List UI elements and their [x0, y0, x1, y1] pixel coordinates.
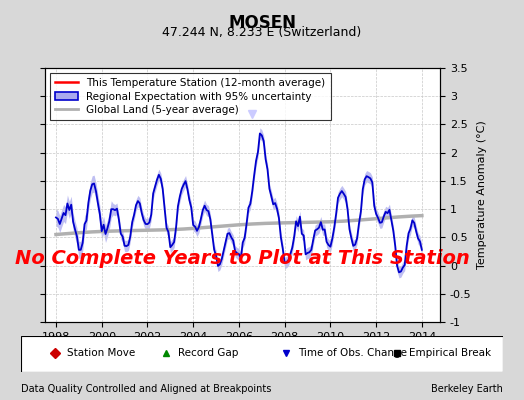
FancyBboxPatch shape: [21, 336, 503, 372]
Text: No Complete Years to Plot at This Station: No Complete Years to Plot at This Statio…: [15, 249, 470, 268]
Text: Station Move: Station Move: [67, 348, 135, 358]
Text: 47.244 N, 8.233 E (Switzerland): 47.244 N, 8.233 E (Switzerland): [162, 26, 362, 39]
Text: MOSEN: MOSEN: [228, 14, 296, 32]
Text: Empirical Break: Empirical Break: [409, 348, 491, 358]
Text: Data Quality Controlled and Aligned at Breakpoints: Data Quality Controlled and Aligned at B…: [21, 384, 271, 394]
Text: Time of Obs. Change: Time of Obs. Change: [298, 348, 407, 358]
Text: Berkeley Earth: Berkeley Earth: [431, 384, 503, 394]
Text: Record Gap: Record Gap: [178, 348, 238, 358]
Y-axis label: Temperature Anomaly (°C): Temperature Anomaly (°C): [477, 121, 487, 269]
Legend: This Temperature Station (12-month average), Regional Expectation with 95% uncer: This Temperature Station (12-month avera…: [50, 73, 331, 120]
